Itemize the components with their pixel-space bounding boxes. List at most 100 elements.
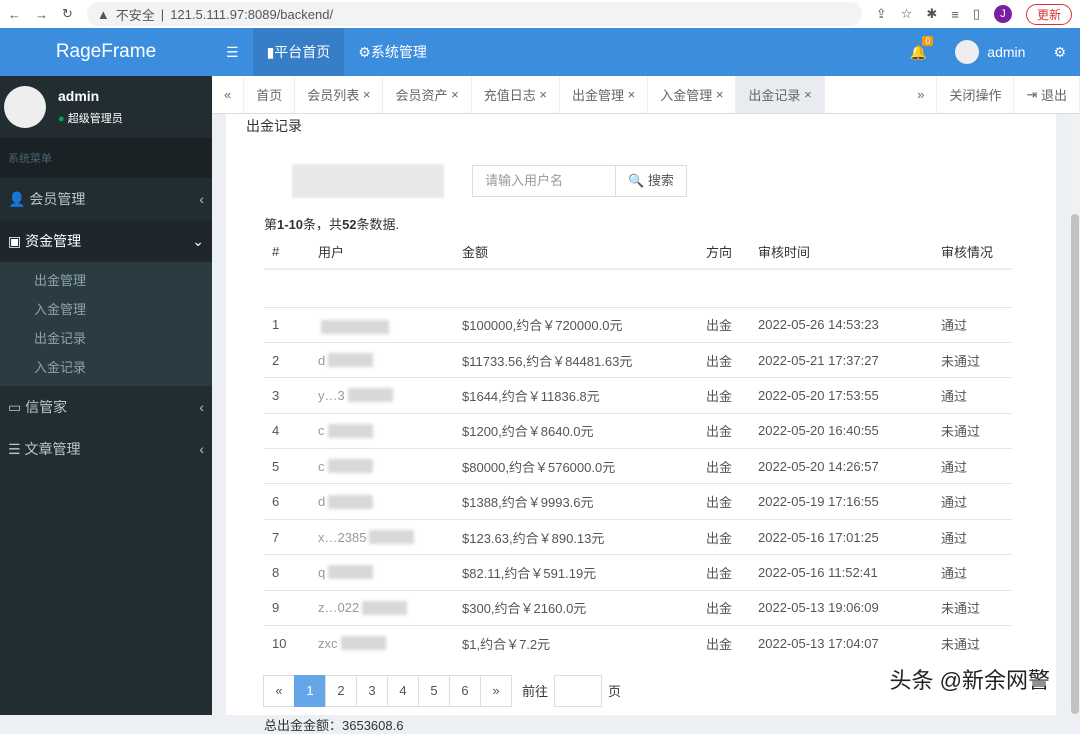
media-icon[interactable]: ≡ [951,6,959,22]
back-icon[interactable]: ← [8,6,21,22]
funds-submenu: 出金管理 入金管理 出金记录 入金记录 [0,262,212,386]
chevron-left-icon: ‹ [199,399,204,415]
page-button[interactable]: 5 [418,674,450,707]
sidebar-item-funds[interactable]: ▣ 资金管理 ⌄ [0,220,212,262]
profile-avatar[interactable]: J [993,5,1012,23]
page-button[interactable]: 3 [356,674,388,707]
watermark: 头条 @新余网警 [889,668,1050,693]
submenu-withdraw-manage[interactable]: 出金管理 [34,273,87,288]
tab-home[interactable]: 首页 [244,76,296,113]
reload-icon[interactable]: ↻ [62,6,73,21]
review-status-cell: 未通过 [933,589,1012,626]
logout-button[interactable]: ⇥ 退出 [1014,76,1080,113]
sidebar-item-articles[interactable]: ☰ 文章管理 ‹ [0,428,212,470]
tab-member-assets[interactable]: 会员资产 × [383,76,472,113]
direction-cell: 出金 [698,377,750,414]
tab-recharge-log[interactable]: 充值日志 × [472,76,560,113]
menu-toggle-icon[interactable]: ☰ [226,43,239,60]
page-button[interactable]: 6 [449,674,481,707]
tabs-next-button[interactable]: » [905,76,938,113]
redaction-blur [328,494,374,509]
user-menu[interactable]: admin [941,28,1039,76]
address-bar[interactable]: ▲ 不安全 | 121.5.111.97:8089/backend/ [86,2,862,26]
table-row: 9 z…022 $300,约合￥2160.0元 出金 2022-05-13 19:06:… [264,589,1012,626]
update-button[interactable]: 更新 [1025,3,1072,25]
tab-member-list[interactable]: 会员列表 × [295,76,384,113]
sidebar: admin ● 超级管理员 系统菜单 👤 会员管理 ‹ ▣ 资金管理 ⌄ 出金管理 入… [0,76,212,715]
username-search-input[interactable]: 请输入用户名 [472,165,616,197]
close-icon[interactable]: × [362,87,371,102]
page-button[interactable]: 1 [294,674,326,707]
nav-system[interactable]: ⚙ 系统管理 [344,28,441,76]
row-index: 10 [264,625,310,661]
redaction-blur [328,565,374,580]
row-index: 2 [264,341,310,378]
goto-page-input[interactable] [554,674,603,707]
tabs-prev-button[interactable]: « [212,76,245,113]
page-button[interactable]: 4 [387,674,419,707]
review-time-cell: 2022-05-20 14:26:57 [750,448,933,484]
tab-bar: « 首页 会员列表 × 会员资产 × 充值日志 × 出金管理 × 入金管理 × … [212,76,1080,114]
table-row: 7 x…2385 $123.63,约合￥890.13元 出金 2022-05-16 17… [264,518,1012,555]
tab-label: 出金管理 [571,88,624,103]
total-value: 3653608.6 [342,717,404,733]
user-name: admin [987,44,1026,60]
chevron-left-icon: ‹ [199,441,204,457]
username-visible-text: c [318,423,325,439]
amount-cell: $80000,约合￥576000.0元 [454,448,698,484]
username-cell [310,306,454,343]
redacted-filter[interactable] [292,164,444,198]
nav-home[interactable]: ▮ 平台首页 [252,28,345,76]
close-ops-button[interactable]: 关闭操作 [937,76,1015,113]
amount-cell: $1388,约合￥9993.6元 [454,483,698,520]
submenu-deposit-records[interactable]: 入金记录 [34,360,87,375]
scrollbar[interactable] [1070,114,1080,715]
column-header: # [264,235,310,270]
avatar [955,40,980,64]
submenu-withdraw-records[interactable]: 出金记录 [34,331,87,346]
page-prev-button[interactable]: « [263,674,295,707]
sidepanel-icon[interactable]: ▯ [972,6,980,21]
tab-label: 会员列表 [307,88,360,103]
redaction-blur [321,320,389,335]
summary-text: 条数据. [356,217,400,232]
pagination: «1 2 3 4 5 6» 前往 页 [263,674,1018,707]
logo[interactable]: RageFrame [55,41,157,62]
share-icon[interactable]: ⇪ [875,6,887,21]
review-status-cell: 通过 [933,554,1012,591]
close-icon[interactable]: × [715,87,724,102]
security-label: 不安全 [115,7,155,23]
column-header: 方向 [698,235,750,270]
close-icon[interactable]: × [627,87,636,102]
username-visible-text: z…022 [318,600,360,616]
review-time-cell: 2022-05-20 17:53:55 [750,377,933,414]
star-icon[interactable]: ☆ [900,6,913,21]
tab-withdraw-manage[interactable]: 出金管理 × [560,76,649,113]
review-status-cell: 通过 [933,306,1012,343]
notification-bell[interactable]: 🔔 0 [896,28,941,76]
page-button[interactable]: 2 [325,674,357,707]
goto-label: 前往 [522,684,549,700]
sidebar-item-label: 会员管理 [29,191,86,207]
redaction-blur [328,353,374,368]
sidebar-item-xinguanjia[interactable]: ▭ 信管家 ‹ [0,386,212,428]
online-dot-icon: ● [58,113,65,125]
username-visible-text: x…2385 [318,529,367,545]
row-index: 1 [264,306,310,343]
extensions-icon[interactable]: ✱ [926,6,938,21]
close-icon[interactable]: × [804,87,812,102]
redaction-blur [369,530,415,545]
search-label: 搜索 [647,173,674,188]
submenu-deposit-manage[interactable]: 入金管理 [34,302,87,317]
sidebar-item-label: 资金管理 [25,233,82,249]
settings-icon[interactable]: ⚙ [1053,43,1066,60]
username-cell: y…3 [310,377,454,414]
close-icon[interactable]: × [451,87,459,102]
page-next-button[interactable]: » [480,674,512,707]
tab-withdraw-records[interactable]: 出金记录 × [736,76,825,113]
sidebar-item-members[interactable]: 👤 会员管理 ‹ [0,178,212,220]
close-icon[interactable]: × [539,87,547,102]
tab-deposit-manage[interactable]: 入金管理 × [648,76,737,113]
forward-icon[interactable]: → [35,6,48,22]
search-button[interactable]: 🔍 搜索 [616,165,687,197]
